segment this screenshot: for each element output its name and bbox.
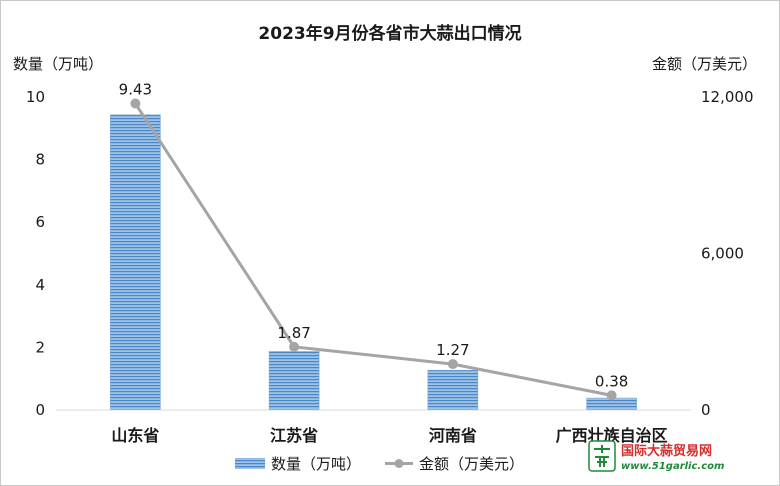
- bar-data-label: 1.27: [436, 341, 469, 359]
- chart-title: 2023年9月份各省市大蒜出口情况: [258, 23, 521, 44]
- right-tick-label: 6,000: [701, 245, 744, 263]
- category-label: 广西壮族自治区: [556, 426, 668, 445]
- watermark-url: www.51garlic.com: [621, 461, 724, 472]
- left-tick-label: 6: [35, 213, 45, 231]
- bar-data-label: 1.87: [277, 324, 310, 342]
- legend-bar-label: 数量（万吨）: [271, 455, 361, 473]
- line-point: [289, 341, 300, 352]
- legend-line-label: 金额（万美元）: [419, 455, 524, 473]
- bar: [268, 351, 320, 411]
- bar-data-label: 9.43: [119, 81, 152, 99]
- bar: [427, 369, 479, 411]
- left-axis-ticks: 0 2 4 6 8 10: [26, 88, 45, 419]
- bar-data-label: 0.38: [595, 372, 628, 390]
- watermark-logo: 国际大蒜贸易网 www.51garlic.com: [588, 440, 724, 472]
- category-label: 河南省: [429, 426, 477, 445]
- category-label: 山东省: [111, 426, 159, 445]
- line-point: [606, 390, 617, 401]
- legend: 数量（万吨） 金额（万美元）: [235, 455, 524, 473]
- right-axis-title: 金额（万美元）: [652, 55, 757, 73]
- bar: [110, 114, 161, 411]
- bar-data-labels: 9.43 1.87 1.27 0.38: [119, 81, 629, 391]
- left-axis-title: 数量（万吨）: [13, 55, 103, 73]
- left-tick-label: 4: [35, 276, 45, 294]
- right-axis-ticks: 0 6,000 12,000: [701, 88, 754, 419]
- category-label: 江苏省: [270, 426, 318, 445]
- left-tick-label: 8: [35, 151, 45, 169]
- legend-bar-swatch: [235, 458, 265, 469]
- line-point: [130, 98, 141, 109]
- legend-line-marker: [394, 459, 404, 468]
- left-tick-label: 10: [26, 88, 45, 106]
- right-tick-label: 12,000: [701, 88, 754, 106]
- series-line: [134, 102, 612, 397]
- garlic-icon: [588, 440, 616, 472]
- category-axis-labels: 山东省 江苏省 河南省 广西壮族自治区: [111, 426, 667, 445]
- left-tick-label: 0: [35, 401, 45, 419]
- watermark-name: 国际大蒜贸易网: [621, 443, 712, 459]
- bar-series: [110, 114, 637, 411]
- left-tick-label: 2: [35, 338, 45, 356]
- line-series: [130, 98, 617, 401]
- line-point: [447, 359, 458, 370]
- right-tick-label: 0: [701, 401, 711, 419]
